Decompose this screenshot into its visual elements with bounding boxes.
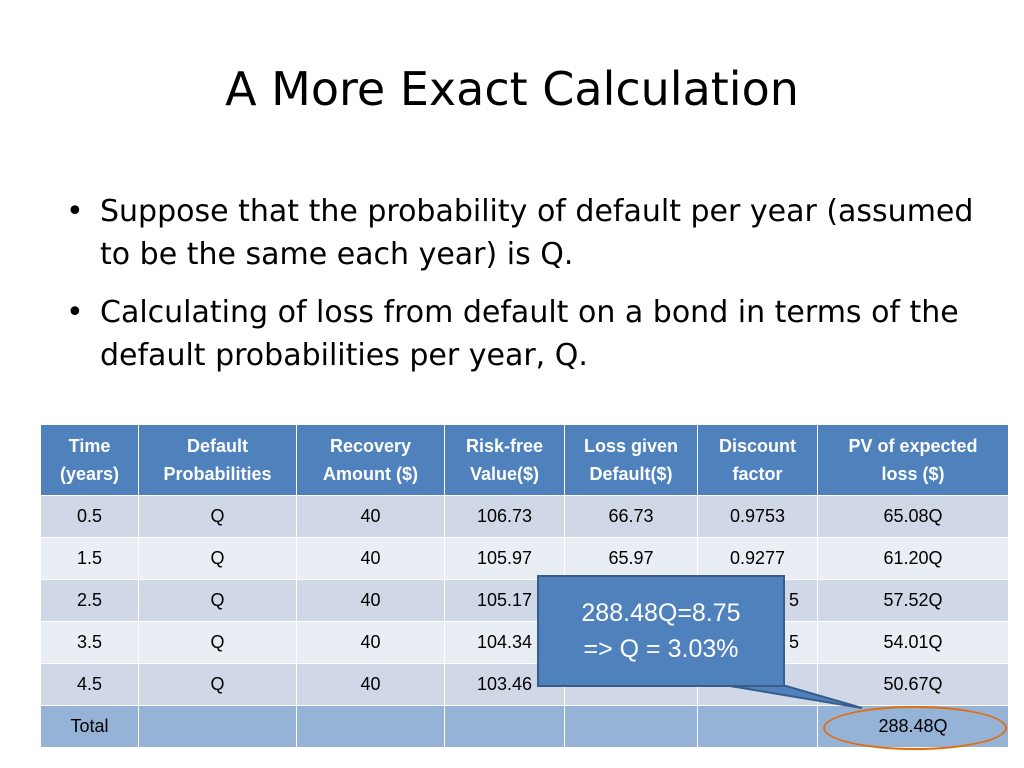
header-recovery-amount: Recovery Amount ($) (296, 424, 445, 496)
cell-total-empty (697, 705, 818, 748)
bullet-text: Calculating of loss from default on a bo… (100, 295, 959, 373)
header-default-probabilities: Default Probabilities (138, 424, 297, 496)
cell-default-probability: Q (138, 621, 297, 664)
cell-pv-expected-loss: 61.20Q (817, 537, 1009, 580)
bullet-list: • Suppose that the probability of default… (62, 190, 992, 392)
cell-pv-expected-loss: 65.08Q (817, 495, 1009, 538)
cell-total-empty (138, 705, 297, 748)
bullet-item: • Suppose that the probability of default… (62, 190, 992, 276)
cell-time: 2.5 (40, 579, 139, 622)
bullet-item: • Calculating of loss from default on a b… (62, 291, 992, 377)
cell-default-probability: Q (138, 495, 297, 538)
callout-box: 288.48Q=8.75 => Q = 3.03% (537, 575, 785, 687)
cell-default-probability: Q (138, 537, 297, 580)
highlight-ellipse (823, 706, 1007, 750)
cell-time: 0.5 (40, 495, 139, 538)
cell-recovery: 40 (296, 495, 445, 538)
cell-total-empty (444, 705, 565, 748)
cell-discount-factor: 0.9753 (697, 495, 818, 538)
cell-pv-expected-loss: 54.01Q (817, 621, 1009, 664)
bullet-text: Suppose that the probability of default … (100, 194, 974, 272)
bullet-dot-icon: • (66, 295, 84, 330)
cell-pv-expected-loss: 50.67Q (817, 663, 1009, 706)
cell-recovery: 40 (296, 621, 445, 664)
header-risk-free-value: Risk-free Value($) (444, 424, 565, 496)
slide-title: A More Exact Calculation (225, 62, 799, 116)
callout-line-2: => Q = 3.03% (583, 635, 739, 663)
cell-time: 1.5 (40, 537, 139, 580)
header-discount-factor: Discount factor (697, 424, 818, 496)
cell-risk-free: 105.97 (444, 537, 565, 580)
cell-default-probability: Q (138, 579, 297, 622)
table-header-row: Time (years) Default Probabilities Recover… (40, 424, 1009, 496)
cell-total-empty (296, 705, 445, 748)
cell-recovery: 40 (296, 579, 445, 622)
callout-line-1: 288.48Q=8.75 (581, 599, 741, 627)
cell-total-empty (564, 705, 698, 748)
cell-total-label: Total (40, 705, 139, 748)
cell-default-probability: Q (138, 663, 297, 706)
header-loss-given-default: Loss given Default($) (564, 424, 698, 496)
table-row: 0.5 Q 40 106.73 66.73 0.9753 65.08Q (40, 495, 1009, 538)
header-time: Time (years) (40, 424, 139, 496)
cell-time: 3.5 (40, 621, 139, 664)
header-pv-expected-loss: PV of expected loss ($) (817, 424, 1009, 496)
cell-recovery: 40 (296, 663, 445, 706)
cell-pv-expected-loss: 57.52Q (817, 579, 1009, 622)
bullet-dot-icon: • (66, 194, 84, 229)
